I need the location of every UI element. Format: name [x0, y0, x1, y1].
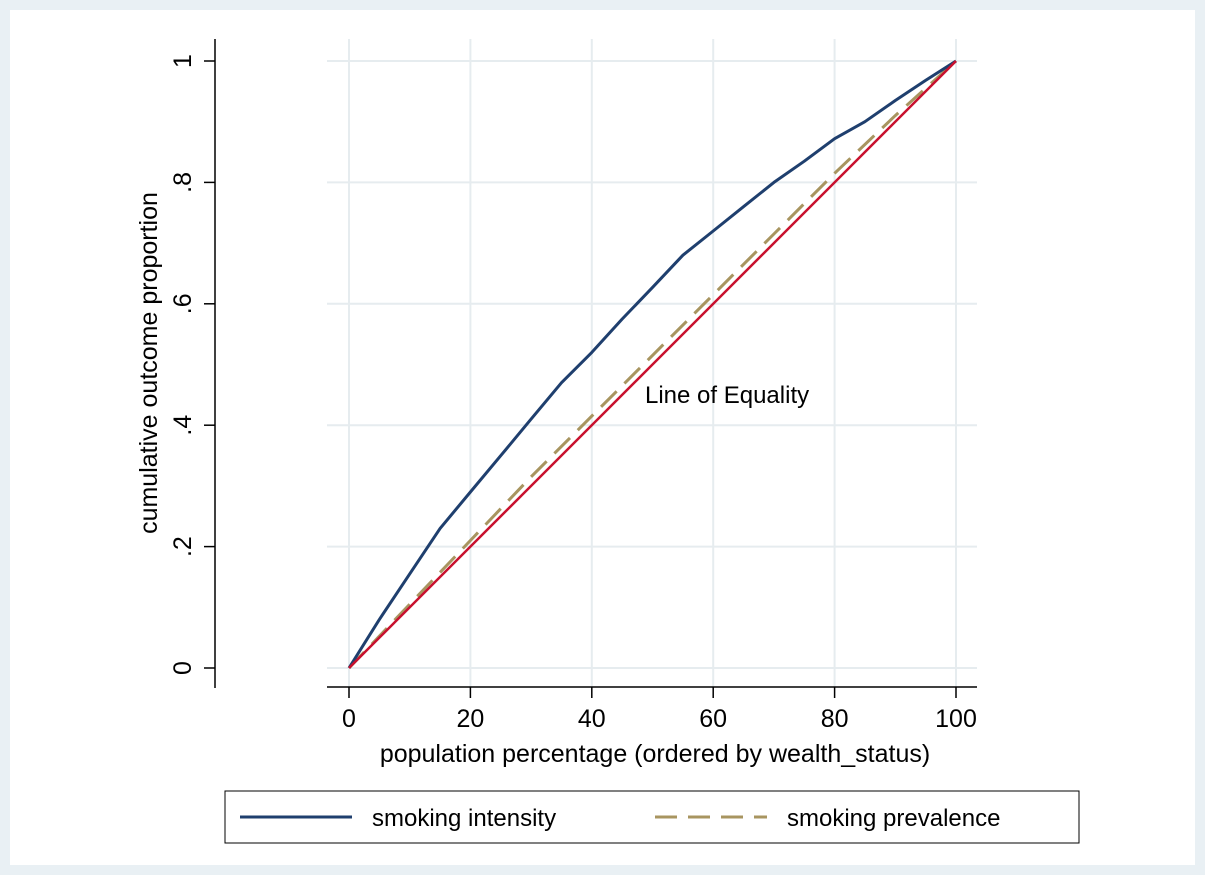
x-tick-label-2: 40 — [578, 705, 606, 733]
axes: 0 20 40 60 80 100 0 .2 .4 .6 .8 1 — [169, 39, 977, 733]
legend-label-smoking-prevalence: smoking prevalence — [787, 805, 1000, 832]
series — [347, 59, 958, 670]
legend-label-smoking-intensity: smoking intensity — [372, 805, 556, 832]
x-tick-label-5: 100 — [935, 705, 977, 733]
y-tick-label-3: .6 — [169, 293, 197, 314]
x-tick-label-0: 0 — [342, 705, 356, 733]
smoking-prevalence-line — [347, 59, 958, 670]
line-of-equality-annotation: Line of Equality — [645, 382, 809, 409]
y-tick-label-2: .4 — [169, 415, 197, 436]
x-axis-label: population percentage (ordered by wealth… — [380, 740, 930, 768]
y-tick-label-4: .8 — [169, 172, 197, 193]
line-of-equality — [348, 60, 957, 669]
y-tick-label-1: .2 — [169, 536, 197, 557]
y-tick-label-0: 0 — [169, 661, 197, 675]
y-tick-label-5: 1 — [169, 54, 197, 68]
x-tick-label-3: 60 — [699, 705, 727, 733]
y-axis-label: cumulative outcome proportion — [135, 192, 163, 534]
x-tick-label-1: 20 — [456, 705, 484, 733]
legend-box — [224, 790, 1080, 844]
grid — [327, 39, 977, 688]
smoking-intensity-line — [347, 59, 957, 669]
legend: smoking intensity smoking prevalence — [224, 790, 1080, 844]
x-tick-label-4: 80 — [821, 705, 849, 733]
